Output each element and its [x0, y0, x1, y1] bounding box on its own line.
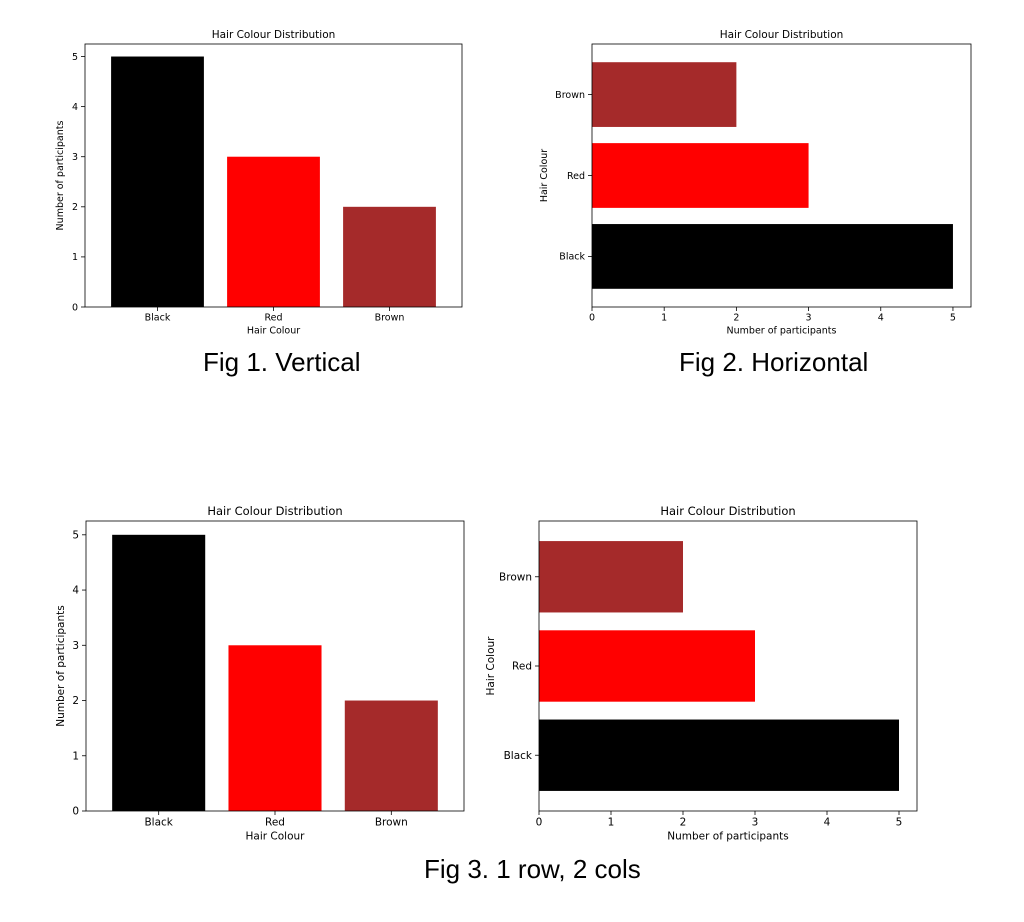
y-tick-label: 5 [72, 529, 79, 541]
plot-frame [591, 43, 972, 308]
y-tick-label: 3 [72, 640, 79, 652]
bar-brown [592, 62, 737, 127]
y-tick-label: 5 [72, 52, 78, 63]
x-tick-label: Brown [375, 817, 408, 829]
bar-red [227, 156, 320, 307]
y-tick-label: Brown [555, 90, 585, 101]
x-tick-label: 4 [878, 313, 884, 324]
y-tick-label: 1 [72, 252, 78, 263]
bar-red [539, 630, 755, 702]
y-tick-label: Red [512, 661, 532, 673]
x-axis-label: Number of participants [667, 831, 788, 843]
chart-4 [535, 520, 918, 815]
x-tick-label: 2 [733, 313, 739, 324]
chart-title: Hair Colour Distribution [720, 29, 844, 41]
bar-red [592, 143, 809, 208]
chart-3 [82, 520, 465, 815]
x-tick-label: 5 [950, 313, 956, 324]
x-tick-label: Black [144, 817, 173, 829]
y-axis-label: Number of participants [55, 121, 66, 231]
plot-frame [538, 520, 918, 812]
x-tick-label: 1 [608, 817, 615, 829]
x-tick-label: 2 [680, 817, 687, 829]
y-axis-label: Hair Colour [485, 636, 497, 696]
chart-2 [588, 43, 972, 311]
y-tick-label: 4 [72, 102, 78, 113]
chart-title: Hair Colour Distribution [212, 29, 336, 41]
x-tick-label: Brown [375, 313, 405, 324]
y-tick-label: Black [504, 750, 533, 762]
chart-title: Hair Colour Distribution [207, 504, 342, 518]
bar-black [592, 224, 953, 289]
y-tick-label: 2 [72, 202, 78, 213]
bar-black [111, 56, 204, 308]
x-tick-label: Black [145, 313, 171, 324]
caption-fig2: Fig 2. Horizontal [679, 347, 869, 377]
chart-1 [81, 43, 463, 311]
x-tick-label: 0 [536, 817, 543, 829]
x-tick-label: 4 [824, 817, 831, 829]
x-tick-label: Red [265, 817, 285, 829]
x-tick-label: 3 [806, 313, 812, 324]
x-axis-label: Number of participants [727, 325, 837, 336]
plot-frame [85, 520, 465, 812]
bar-brown [539, 541, 683, 613]
y-axis-label: Hair Colour [539, 149, 550, 202]
x-tick-label: Red [264, 313, 282, 324]
bar-black [539, 719, 899, 791]
bar-black [112, 534, 206, 811]
y-tick-label: 3 [72, 152, 78, 163]
y-tick-label: 4 [72, 585, 79, 597]
x-tick-label: 3 [752, 817, 759, 829]
bar-brown [344, 700, 438, 811]
caption-fig3: Fig 3. 1 row, 2 cols [424, 854, 641, 884]
y-tick-label: Red [567, 171, 585, 182]
x-tick-label: 0 [589, 313, 595, 324]
bar-brown [343, 206, 436, 307]
y-tick-label: 1 [72, 750, 79, 762]
chart-title: Hair Colour Distribution [660, 504, 795, 518]
y-axis-label: Number of participants [55, 605, 67, 726]
y-tick-label: 0 [72, 302, 78, 313]
y-tick-label: 0 [72, 806, 79, 818]
x-axis-label: Hair Colour [247, 325, 300, 336]
bar-red [228, 645, 322, 811]
y-tick-label: Black [559, 252, 585, 263]
x-tick-label: 1 [661, 313, 667, 324]
y-tick-label: Brown [499, 571, 532, 583]
y-tick-label: 2 [72, 695, 79, 707]
x-axis-label: Hair Colour [246, 831, 306, 843]
caption-fig1: Fig 1. Vertical [203, 347, 361, 377]
plot-frame [84, 43, 463, 308]
x-tick-label: 5 [896, 817, 903, 829]
